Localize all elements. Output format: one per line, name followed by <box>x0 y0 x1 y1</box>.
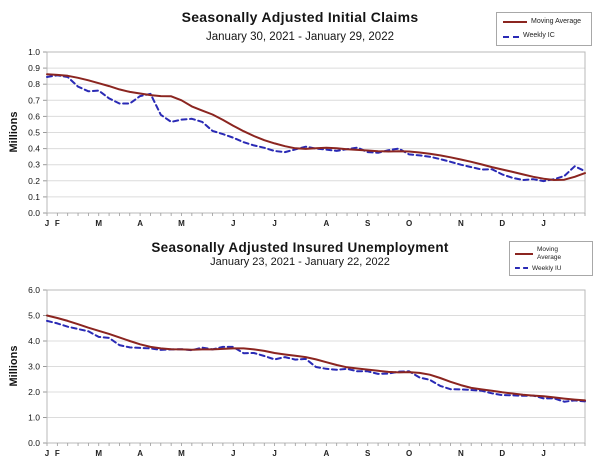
svg-text:N: N <box>458 219 464 228</box>
svg-text:0.3: 0.3 <box>28 160 40 170</box>
legend-label: Weekly IC <box>523 32 555 40</box>
svg-text:M: M <box>178 219 185 228</box>
svg-text:N: N <box>458 449 464 458</box>
svg-text:1.0: 1.0 <box>28 413 40 423</box>
svg-text:S: S <box>365 219 371 228</box>
svg-text:S: S <box>365 449 371 458</box>
moving-average-line-swatch-icon <box>515 252 533 255</box>
svg-text:0.0: 0.0 <box>28 208 40 218</box>
svg-text:D: D <box>499 219 505 228</box>
initial-claims-y-axis-label: Millions <box>8 111 20 153</box>
svg-text:J: J <box>272 449 276 458</box>
svg-text:J: J <box>45 219 49 228</box>
svg-text:0.4: 0.4 <box>28 144 40 154</box>
insured-unemployment-title: Seasonally Adjusted Insured Unemployment <box>151 240 449 255</box>
svg-text:O: O <box>406 449 412 458</box>
svg-text:0.0: 0.0 <box>28 438 40 448</box>
svg-text:F: F <box>55 219 60 228</box>
initial-claims-legend: Moving Average Weekly IC <box>496 12 592 46</box>
legend-label: Moving Average <box>537 246 562 261</box>
svg-text:A: A <box>137 219 143 228</box>
svg-text:M: M <box>95 219 102 228</box>
svg-text:0.2: 0.2 <box>28 176 40 186</box>
svg-text:F: F <box>55 449 60 458</box>
svg-text:0.1: 0.1 <box>28 192 40 202</box>
insured-unemployment-y-axis-label: Millions <box>8 345 20 387</box>
weekly-ic-line-swatch-icon <box>503 35 519 38</box>
svg-text:1.0: 1.0 <box>28 47 40 57</box>
svg-text:D: D <box>499 449 505 458</box>
svg-text:J: J <box>272 219 276 228</box>
legend-moving-average: Moving Average <box>503 18 587 26</box>
legend-label: Weekly IU <box>532 264 562 272</box>
svg-text:3.0: 3.0 <box>28 362 40 372</box>
svg-text:J: J <box>541 219 545 228</box>
svg-text:0.5: 0.5 <box>28 128 40 138</box>
svg-text:M: M <box>178 449 185 458</box>
svg-text:M: M <box>95 449 102 458</box>
svg-text:0.7: 0.7 <box>28 95 40 105</box>
svg-text:O: O <box>406 219 412 228</box>
legend-weekly-ic: Weekly IC <box>503 32 587 40</box>
weekly-iu-line-swatch-icon <box>515 267 528 270</box>
svg-text:A: A <box>137 449 143 458</box>
legend-label: Moving Average <box>531 18 582 25</box>
initial-claims-title: Seasonally Adjusted Initial Claims <box>181 9 419 25</box>
insured-unemployment-legend: Moving Average Weekly IU <box>509 241 593 277</box>
legend-weekly-iu: Weekly IU <box>515 265 589 273</box>
moving-average-line-swatch-icon <box>503 21 527 24</box>
svg-text:J: J <box>541 449 545 458</box>
svg-text:5.0: 5.0 <box>28 311 40 321</box>
svg-text:J: J <box>45 449 49 458</box>
svg-text:6.0: 6.0 <box>28 285 40 295</box>
legend-moving-average: Moving Average <box>515 246 589 262</box>
svg-text:4.0: 4.0 <box>28 336 40 346</box>
insured-unemployment-subtitle: January 23, 2021 - January 22, 2022 <box>210 256 390 268</box>
svg-text:J: J <box>231 219 235 228</box>
svg-text:J: J <box>231 449 235 458</box>
svg-text:2.0: 2.0 <box>28 387 40 397</box>
svg-text:A: A <box>323 449 329 458</box>
svg-text:0.8: 0.8 <box>28 79 40 89</box>
svg-text:0.9: 0.9 <box>28 63 40 73</box>
initial-claims-subtitle: January 30, 2021 - January 29, 2022 <box>206 31 394 43</box>
svg-text:0.6: 0.6 <box>28 111 40 121</box>
svg-text:A: A <box>323 219 329 228</box>
